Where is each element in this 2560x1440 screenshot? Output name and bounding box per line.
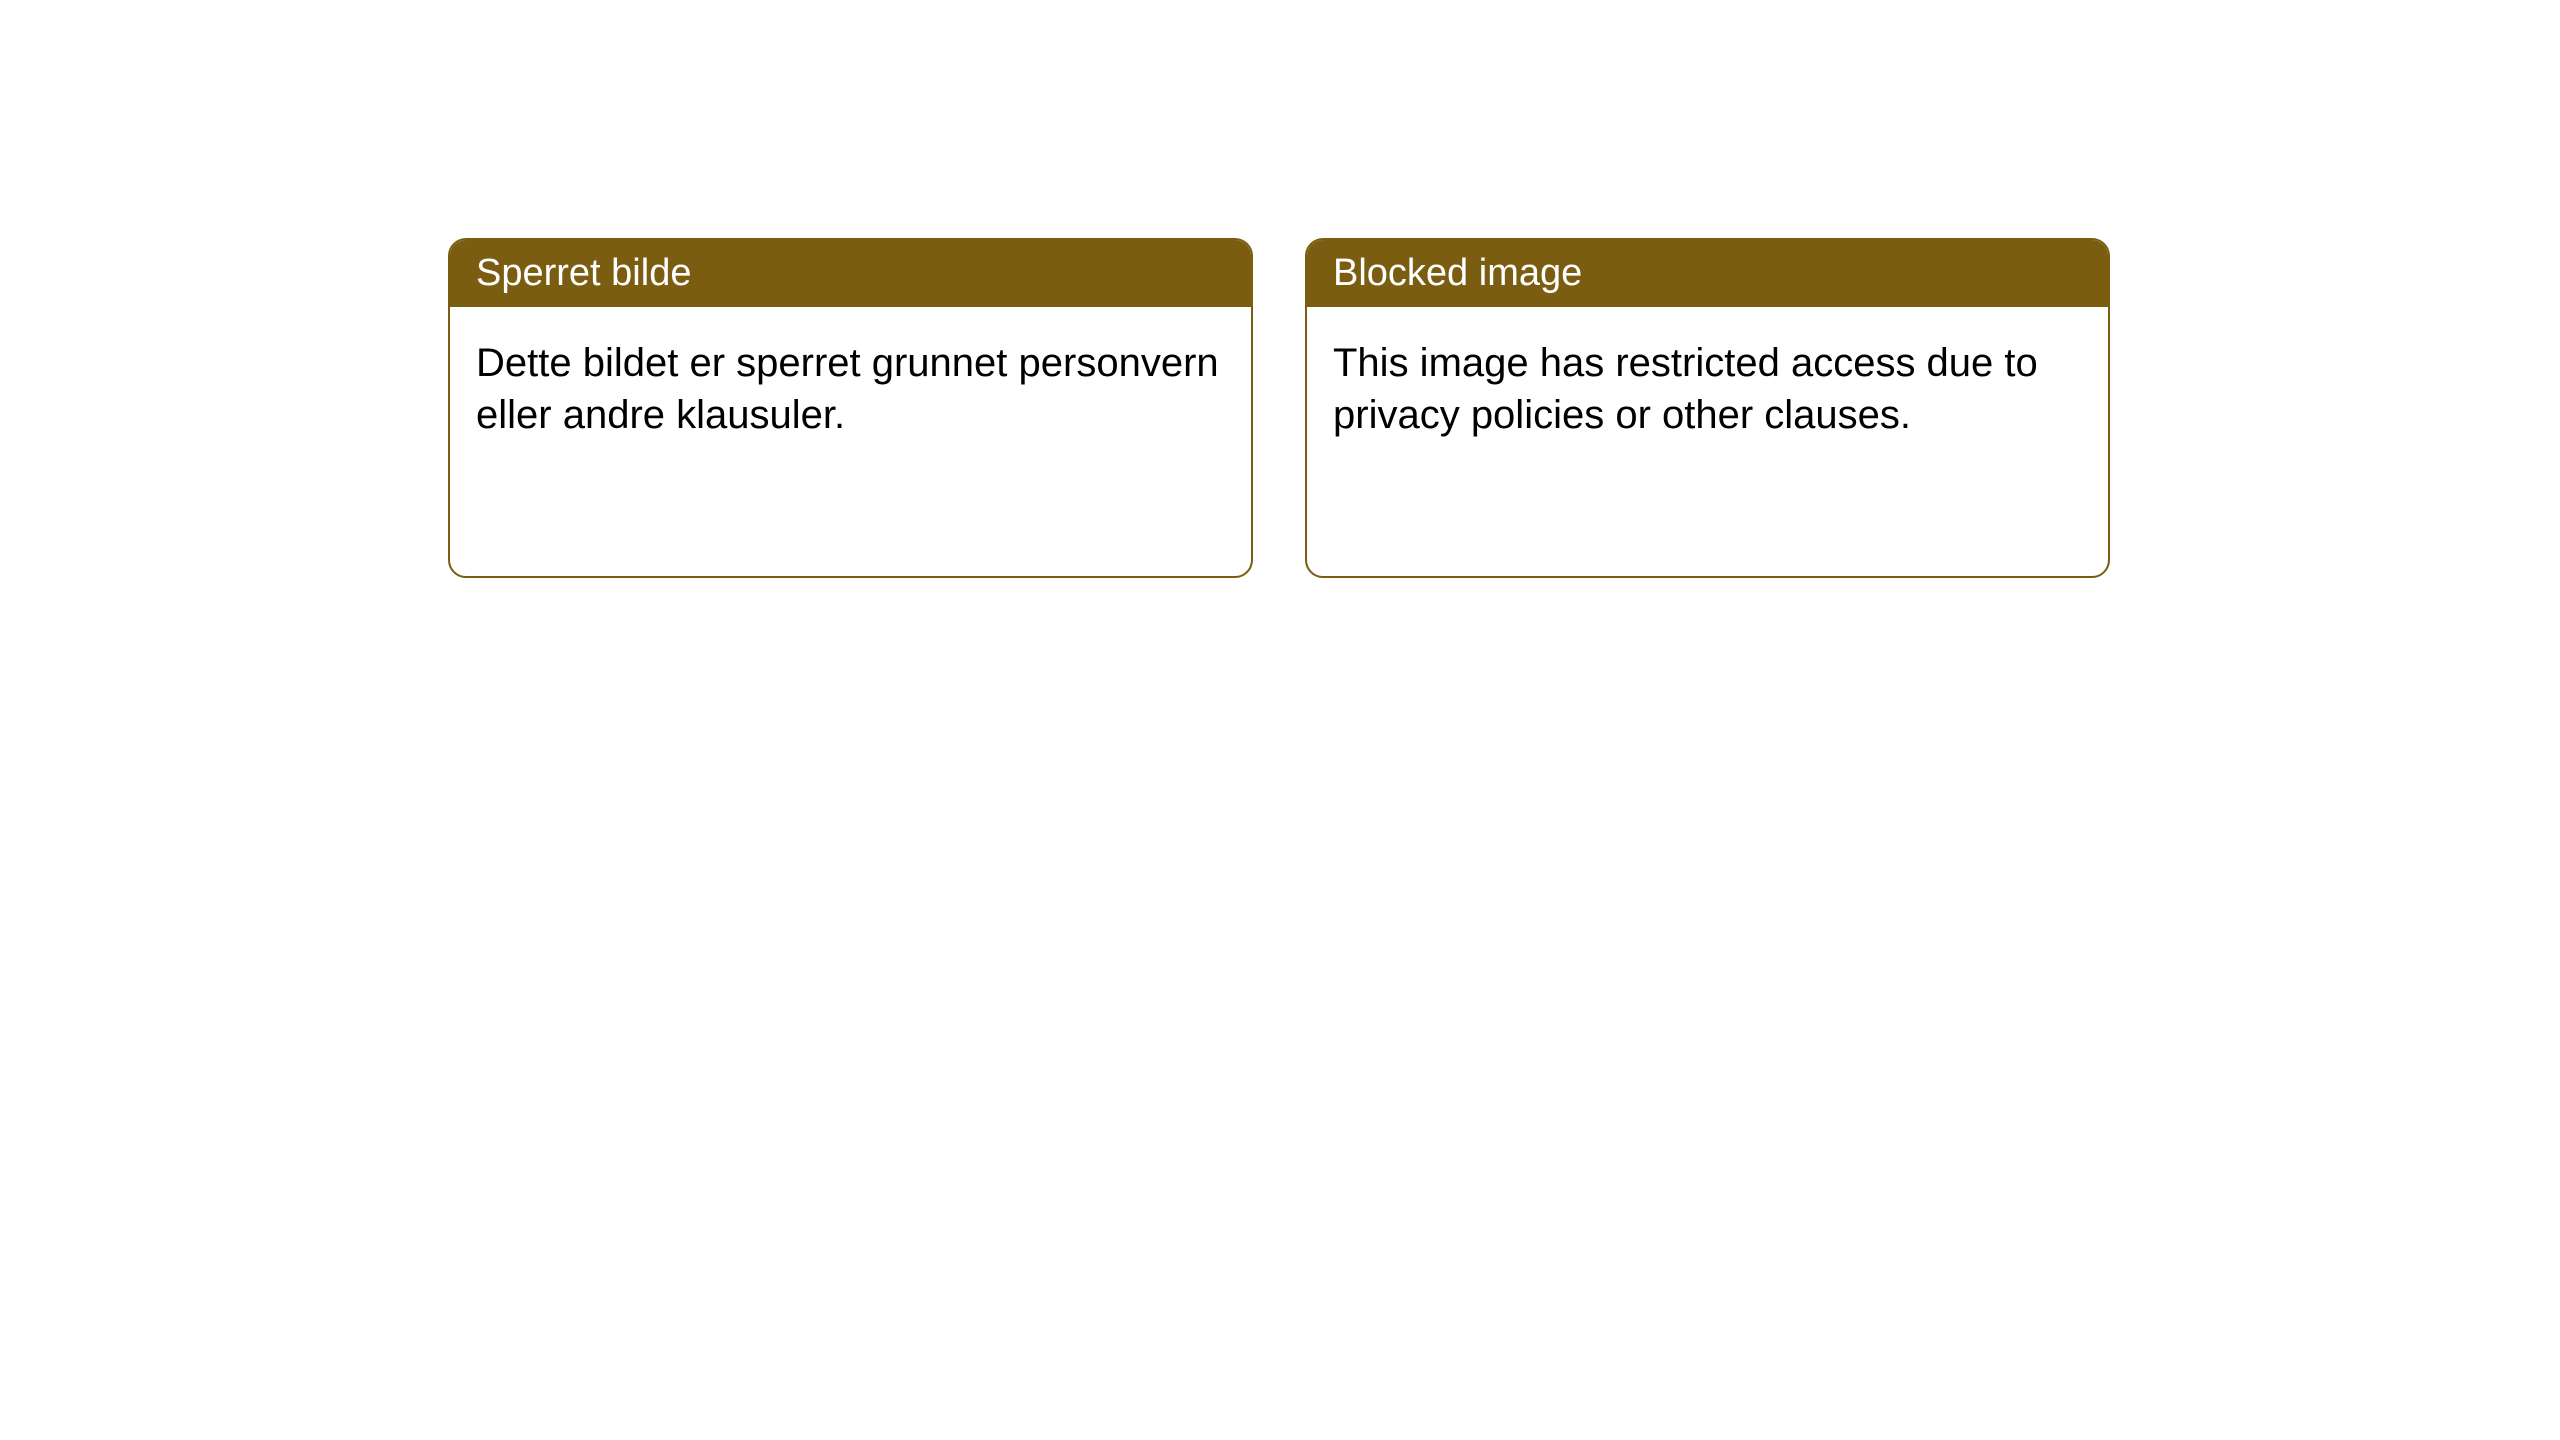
card-header: Sperret bilde (450, 240, 1251, 307)
card-body: This image has restricted access due to … (1307, 307, 2108, 471)
card-title: Sperret bilde (476, 252, 691, 294)
card-body-text: This image has restricted access due to … (1333, 341, 2038, 437)
notice-container: Sperret bilde Dette bildet er sperret gr… (448, 238, 2110, 578)
notice-card-norwegian: Sperret bilde Dette bildet er sperret gr… (448, 238, 1253, 578)
card-header: Blocked image (1307, 240, 2108, 307)
card-title: Blocked image (1333, 252, 1582, 294)
notice-card-english: Blocked image This image has restricted … (1305, 238, 2110, 578)
card-body: Dette bildet er sperret grunnet personve… (450, 307, 1251, 471)
card-body-text: Dette bildet er sperret grunnet personve… (476, 341, 1219, 437)
